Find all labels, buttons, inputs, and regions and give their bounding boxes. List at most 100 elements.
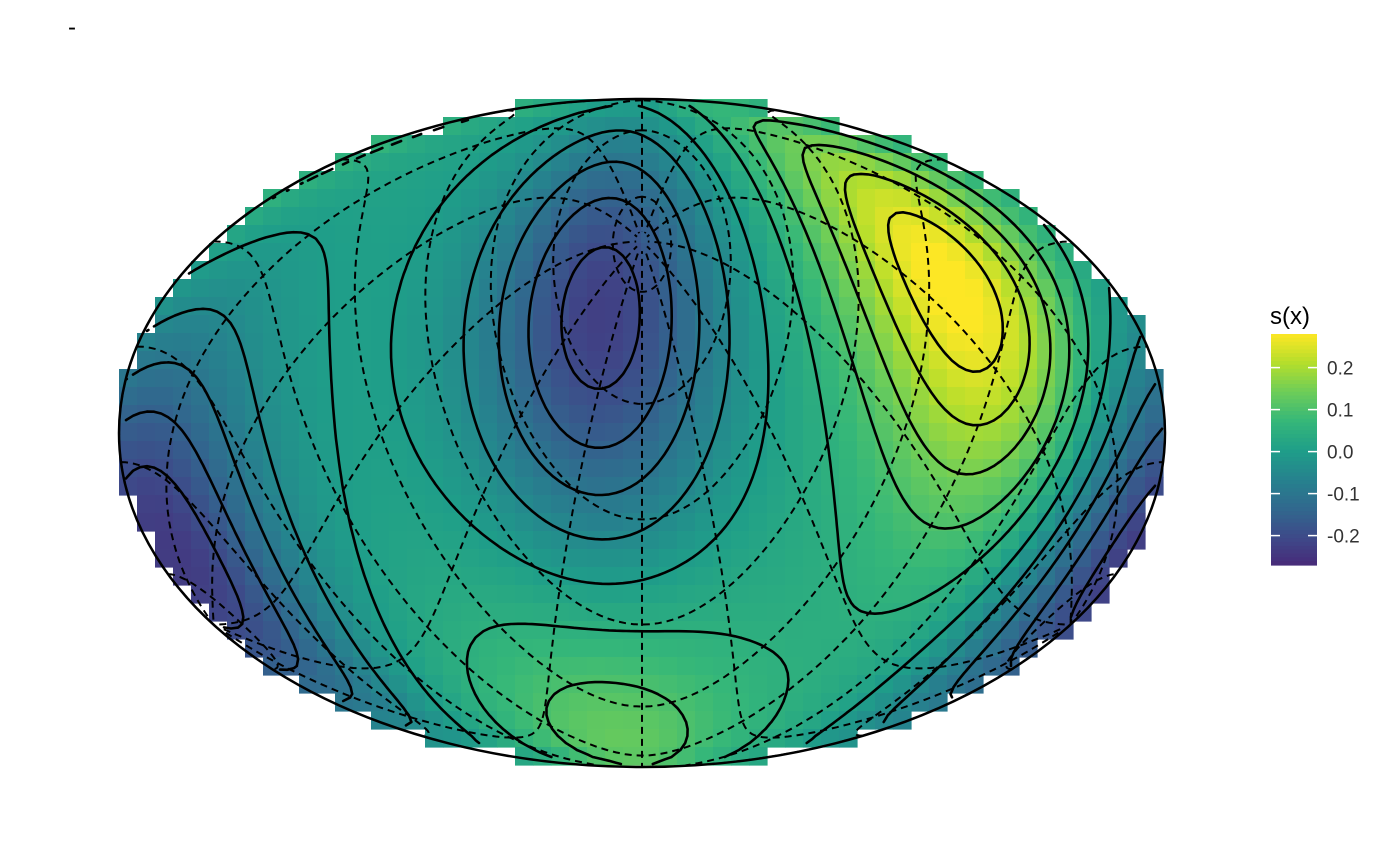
legend-colorbar-segment: [1271, 445, 1317, 451]
heatmap-cell: [623, 441, 642, 460]
heatmap-cell: [1019, 441, 1038, 460]
heatmap-cell: [893, 459, 912, 478]
heatmap-cell: [677, 585, 696, 604]
legend-title: s(x): [1270, 303, 1310, 330]
heatmap-cell: [191, 297, 210, 316]
heatmap-cell: [299, 333, 318, 352]
heatmap-cell: [263, 279, 282, 298]
heatmap-cell: [857, 531, 876, 550]
heatmap-cell: [515, 369, 534, 388]
heatmap-cell: [911, 477, 930, 496]
heatmap-cell: [875, 567, 894, 586]
heatmap-cell: [1055, 315, 1074, 334]
legend-colorbar-segment: [1271, 391, 1317, 397]
heatmap-cell: [137, 423, 156, 442]
heatmap-cell: [857, 279, 876, 298]
heatmap-cell: [425, 405, 444, 424]
heatmap-cell: [767, 495, 786, 514]
heatmap-cell: [227, 351, 246, 370]
heatmap-cell: [893, 603, 912, 622]
heatmap-cell: [317, 441, 336, 460]
heatmap-cell: [875, 693, 894, 712]
heatmap-cell: [389, 333, 408, 352]
heatmap-cell: [407, 135, 426, 154]
heatmap-cell: [371, 639, 390, 658]
heatmap-cell: [515, 603, 534, 622]
heatmap-cell: [839, 441, 858, 460]
legend-tick-label: 0.0: [1327, 443, 1353, 464]
heatmap-cell: [695, 567, 714, 586]
heatmap-cell: [767, 513, 786, 532]
heatmap-cell: [839, 711, 858, 730]
heatmap-cell: [281, 459, 300, 478]
heatmap-cell: [245, 585, 264, 604]
heatmap-cell: [335, 315, 354, 334]
heatmap-cell: [245, 513, 264, 532]
heatmap-cell: [821, 243, 840, 262]
heatmap-cell: [623, 171, 642, 190]
heatmap-cell: [803, 711, 822, 730]
heatmap-cell: [1055, 351, 1074, 370]
heatmap-cell: [911, 297, 930, 316]
legend-colorbar-segment: [1271, 441, 1317, 447]
heatmap-cell: [695, 657, 714, 676]
heatmap-cell: [965, 531, 984, 550]
heatmap-cell: [407, 549, 426, 568]
heatmap-cell: [1109, 513, 1128, 532]
heatmap-cell: [551, 207, 570, 226]
heatmap-cell: [713, 585, 732, 604]
heatmap-cell: [857, 549, 876, 568]
heatmap-cell: [1073, 549, 1092, 568]
heatmap-cell: [641, 603, 660, 622]
heatmap-cell: [1109, 369, 1128, 388]
heatmap-cell: [893, 405, 912, 424]
heatmap-cell: [227, 387, 246, 406]
heatmap-cell: [821, 477, 840, 496]
heatmap-cell: [389, 459, 408, 478]
heatmap-cell: [785, 279, 804, 298]
heatmap-cell: [443, 153, 462, 172]
heatmap-cell: [677, 333, 696, 352]
heatmap-cell: [875, 531, 894, 550]
heatmap-cell: [191, 531, 210, 550]
heatmap-cell: [767, 279, 786, 298]
heatmap-cell: [1001, 207, 1020, 226]
heatmap-cell: [767, 639, 786, 658]
heatmap-cell: [965, 189, 984, 208]
heatmap-cell: [731, 729, 750, 748]
heatmap-cell: [353, 387, 372, 406]
heatmap-cell: [695, 369, 714, 388]
heatmap-cell: [389, 621, 408, 640]
legend-colorbar-segment: [1271, 430, 1317, 435]
heatmap-cell: [587, 657, 606, 676]
heatmap-cell: [479, 261, 498, 280]
heatmap-cell: [353, 639, 372, 658]
heatmap-cell: [965, 387, 984, 406]
heatmap-cell: [497, 351, 516, 370]
heatmap-cell: [587, 315, 606, 334]
heatmap-cell: [389, 423, 408, 442]
heatmap-cell: [659, 567, 678, 586]
heatmap-cell: [1055, 459, 1074, 478]
heatmap-cell: [299, 315, 318, 334]
heatmap-cell: [515, 243, 534, 262]
legend-colorbar-segment: [1271, 376, 1317, 381]
legend-colorbar-segment: [1271, 399, 1317, 404]
heatmap-cell: [227, 279, 246, 298]
heatmap-cell: [497, 459, 516, 478]
heatmap-cell: [1091, 333, 1110, 352]
legend-colorbar-segment: [1271, 414, 1317, 420]
heatmap-cell: [1019, 279, 1038, 298]
heatmap-cell: [371, 153, 390, 172]
heatmap-cell: [821, 675, 840, 694]
heatmap-cell: [911, 567, 930, 586]
heatmap-cell: [1001, 315, 1020, 334]
heatmap-cell: [227, 261, 246, 280]
heatmap-cell: [389, 153, 408, 172]
heatmap-cell: [713, 567, 732, 586]
heatmap-cell: [569, 585, 588, 604]
heatmap-cell: [569, 117, 588, 136]
heatmap-cell: [623, 747, 642, 766]
heatmap-cell: [1019, 477, 1038, 496]
legend-colorbar-segment: [1271, 368, 1317, 374]
